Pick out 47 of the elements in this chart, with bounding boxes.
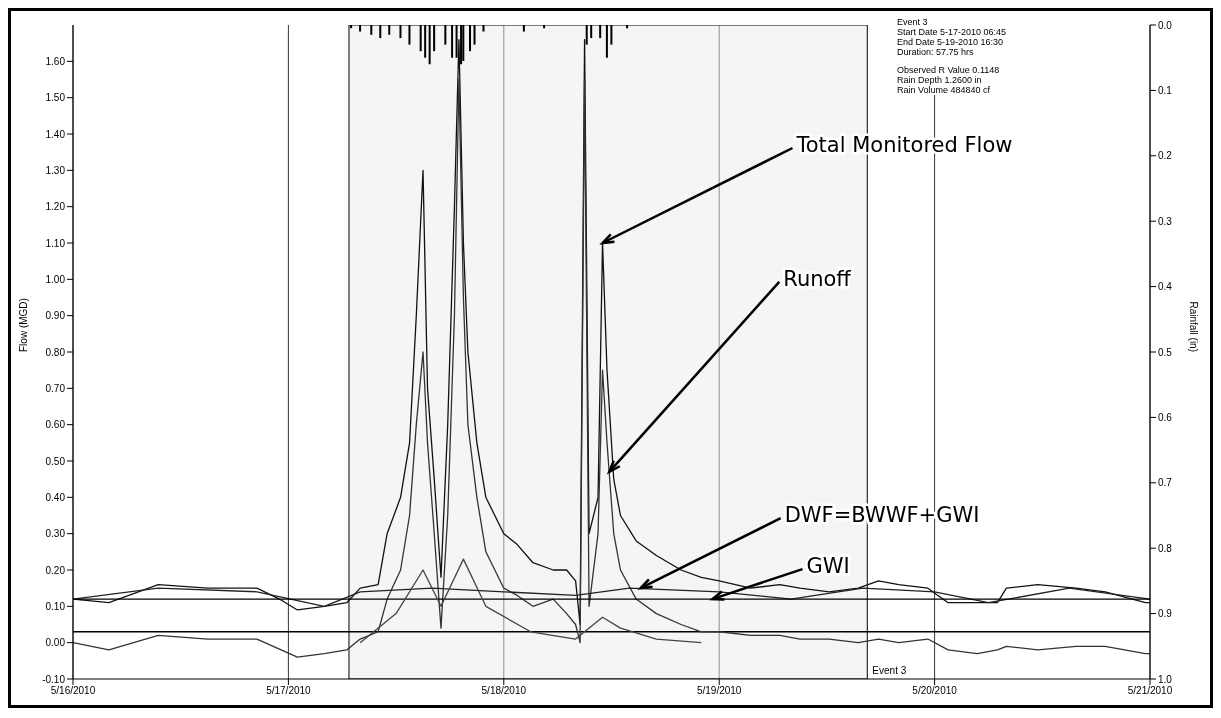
x-tick-label: 5/17/2010 xyxy=(266,685,312,697)
y-tick-label: 0.70 xyxy=(45,382,66,394)
annotation: Observed R Value 0.1148 xyxy=(897,65,1001,75)
y-tick-label: 1.60 xyxy=(45,55,66,67)
y2-tick-label: 0.0 xyxy=(1158,19,1173,31)
x-tick-label: 5/18/2010 xyxy=(481,685,527,697)
annotation: GWI xyxy=(806,554,850,579)
y-tick-label: 0.30 xyxy=(45,528,66,540)
y-tick-label: 0.80 xyxy=(45,346,66,358)
annotation: Event 3 xyxy=(897,17,929,27)
annotation: Runoff xyxy=(783,266,852,291)
y2-tick-label: 0.6 xyxy=(1158,411,1173,423)
y-tick-label: 1.40 xyxy=(45,128,66,140)
annotation: Duration: 57.75 hrs xyxy=(897,47,975,57)
y2-tick-label: 0.7 xyxy=(1158,477,1173,489)
x-tick-label: 5/21/2010 xyxy=(1127,685,1173,697)
band-label: Event 3 xyxy=(872,665,907,676)
annotation: Rain Volume 484840 cf xyxy=(897,85,992,95)
y-axis-title: Flow (MGD) xyxy=(17,298,29,352)
y-tick-label: 0.90 xyxy=(45,310,66,322)
y-tick-label: 1.10 xyxy=(45,237,66,249)
x-tick-label: 5/20/2010 xyxy=(912,685,958,697)
y-tick-label: 0.00 xyxy=(45,637,66,649)
y-tick-label: 1.30 xyxy=(45,164,66,176)
y2-tick-label: 0.4 xyxy=(1158,281,1173,293)
x-tick-label: 5/19/2010 xyxy=(696,685,742,697)
y2-tick-label: 0.2 xyxy=(1158,150,1173,162)
y-tick-label: 0.40 xyxy=(45,491,66,503)
y2-tick-label: 0.5 xyxy=(1158,346,1173,358)
y2-tick-label: 0.9 xyxy=(1158,608,1173,620)
y2-tick-label: 1.0 xyxy=(1158,673,1173,685)
annotation: Rain Depth 1.2600 in xyxy=(897,75,983,85)
x-tick-label: 5/16/2010 xyxy=(50,685,96,697)
y-tick-label: -0.10 xyxy=(42,673,66,685)
y-tick-label: 0.60 xyxy=(45,419,66,431)
annotation: End Date 5-19-2010 16:30 xyxy=(897,37,1005,47)
y2-tick-label: 0.3 xyxy=(1158,215,1173,227)
y-tick-label: 0.50 xyxy=(45,455,66,467)
annotation: Start Date 5-17-2010 06:45 xyxy=(897,27,1007,37)
y2-tick-label: 0.8 xyxy=(1158,542,1173,554)
y-tick-label: 1.20 xyxy=(45,201,66,213)
y2-axis-title: Rainfall (in) xyxy=(1188,301,1200,352)
y-tick-label: 0.20 xyxy=(45,564,66,576)
y-tick-label: 0.10 xyxy=(45,600,66,612)
y2-tick-label: 0.1 xyxy=(1158,84,1173,96)
y-tick-label: 1.00 xyxy=(45,273,66,285)
y-tick-label: 1.50 xyxy=(45,92,66,104)
